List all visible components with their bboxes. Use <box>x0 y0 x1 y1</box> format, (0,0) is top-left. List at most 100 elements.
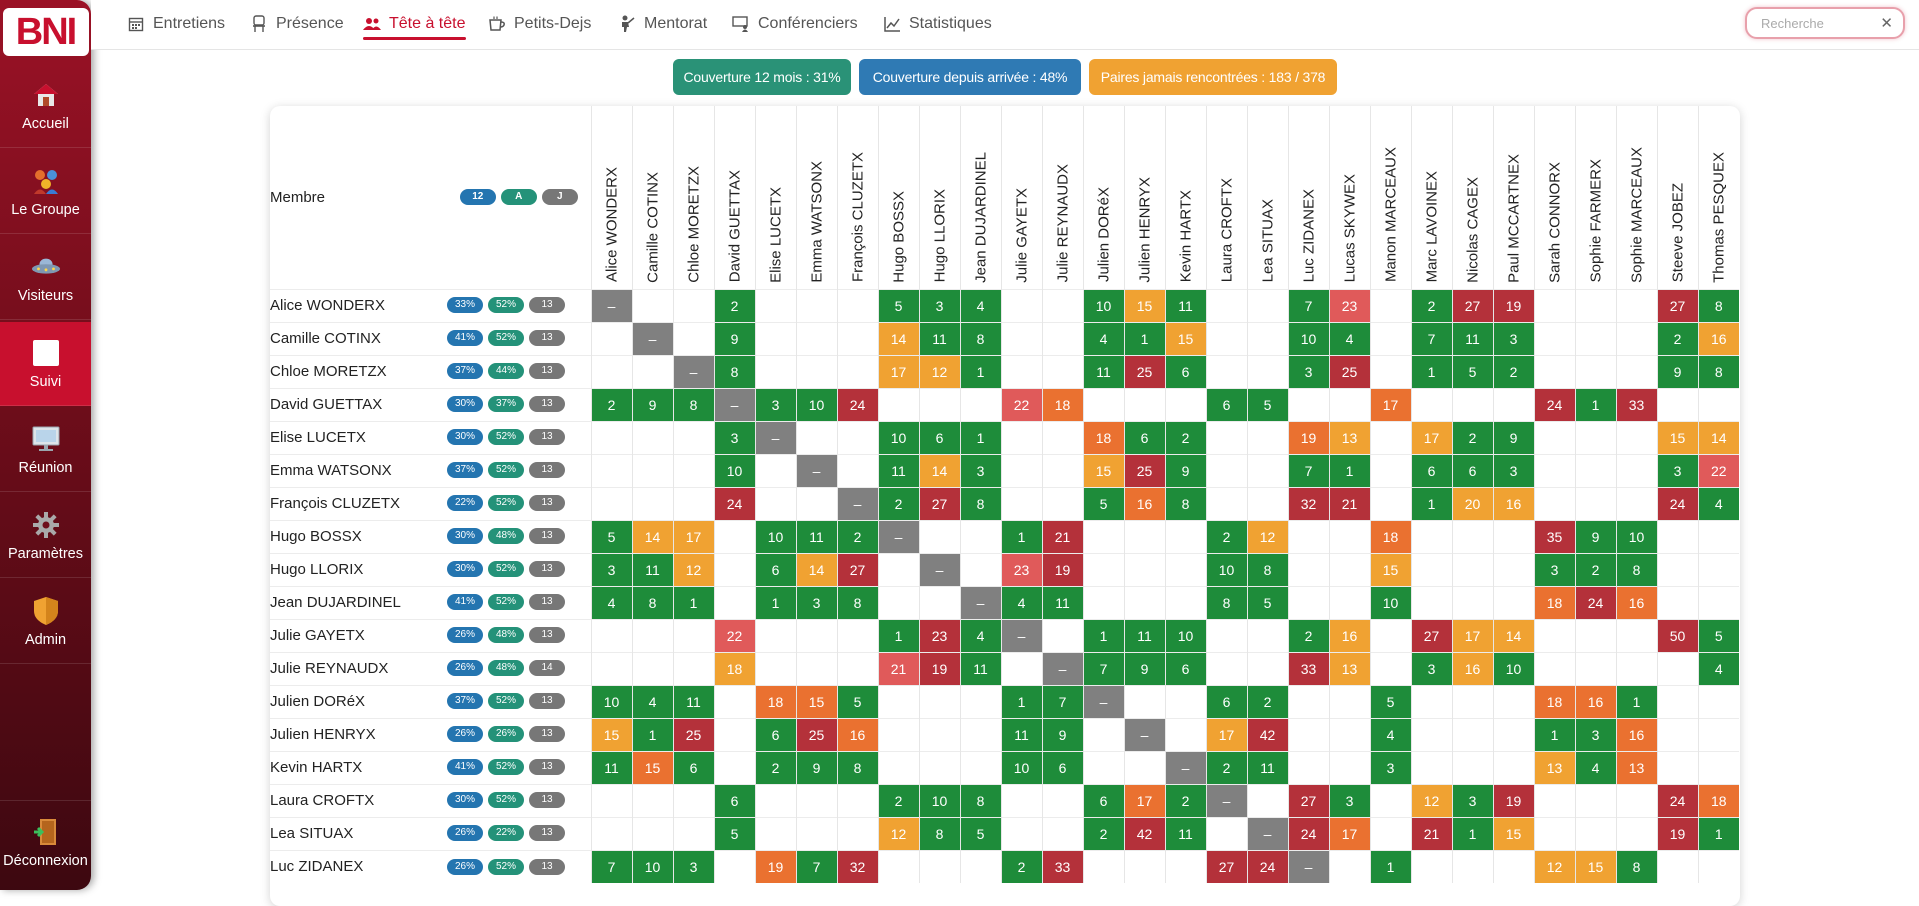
matrix-cell[interactable]: 8 <box>1205 585 1247 619</box>
matrix-cell[interactable]: 3 <box>590 552 632 586</box>
matrix-cell[interactable]: – <box>1287 849 1329 883</box>
matrix-cell[interactable]: 27 <box>1287 783 1329 817</box>
matrix-cell[interactable]: – <box>1164 750 1206 784</box>
matrix-cell[interactable]: 16 <box>1697 321 1739 355</box>
matrix-cell[interactable]: – <box>631 321 673 355</box>
matrix-cell[interactable]: 1 <box>877 618 919 652</box>
matrix-cell[interactable]: 1 <box>1328 453 1370 487</box>
matrix-cell[interactable]: 3 <box>1328 783 1370 817</box>
sidebar-item-parametres[interactable]: Paramètres <box>0 494 91 578</box>
matrix-cell[interactable]: 9 <box>631 387 673 421</box>
matrix-cell[interactable]: 3 <box>918 288 960 322</box>
matrix-cell[interactable]: 19 <box>918 651 960 685</box>
matrix-cell[interactable]: 2 <box>1082 816 1124 850</box>
matrix-cell[interactable]: 13 <box>1533 750 1575 784</box>
matrix-cell[interactable]: 9 <box>1574 519 1616 553</box>
matrix-cell[interactable]: – <box>959 585 1001 619</box>
matrix-cell[interactable]: 3 <box>1369 750 1411 784</box>
matrix-cell[interactable]: 11 <box>918 321 960 355</box>
matrix-cell[interactable]: 3 <box>1574 717 1616 751</box>
matrix-cell[interactable]: 8 <box>631 585 673 619</box>
tab-mentorat[interactable]: Mentorat <box>618 0 707 48</box>
matrix-cell[interactable]: 4 <box>590 585 632 619</box>
matrix-cell[interactable]: 27 <box>1205 849 1247 883</box>
matrix-cell[interactable]: 11 <box>1451 321 1493 355</box>
matrix-cell[interactable]: 22 <box>1000 387 1042 421</box>
matrix-cell[interactable]: 21 <box>1410 816 1452 850</box>
matrix-cell[interactable]: 5 <box>836 684 878 718</box>
matrix-cell[interactable]: 10 <box>795 387 837 421</box>
matrix-cell[interactable]: 27 <box>1656 288 1698 322</box>
matrix-cell[interactable]: 10 <box>1164 618 1206 652</box>
matrix-cell[interactable]: 1 <box>1451 816 1493 850</box>
matrix-cell[interactable]: 3 <box>672 849 714 883</box>
matrix-cell[interactable]: 6 <box>1164 354 1206 388</box>
matrix-cell[interactable]: 8 <box>959 486 1001 520</box>
matrix-cell[interactable]: 11 <box>877 453 919 487</box>
matrix-cell[interactable]: 16 <box>1123 486 1165 520</box>
matrix-cell[interactable]: 19 <box>1492 783 1534 817</box>
matrix-cell[interactable]: 13 <box>1328 651 1370 685</box>
matrix-cell[interactable]: 8 <box>918 816 960 850</box>
matrix-cell[interactable]: 6 <box>672 750 714 784</box>
matrix-cell[interactable]: – <box>1123 717 1165 751</box>
matrix-cell[interactable]: 18 <box>713 651 755 685</box>
matrix-cell[interactable]: 24 <box>1656 783 1698 817</box>
matrix-cell[interactable]: 10 <box>1369 585 1411 619</box>
matrix-cell[interactable]: 18 <box>754 684 796 718</box>
matrix-cell[interactable]: 13 <box>1328 420 1370 454</box>
matrix-cell[interactable]: 22 <box>1697 453 1739 487</box>
matrix-cell[interactable]: 5 <box>1451 354 1493 388</box>
matrix-cell[interactable]: 27 <box>1451 288 1493 322</box>
matrix-cell[interactable]: – <box>754 420 796 454</box>
matrix-cell[interactable]: 1 <box>1533 717 1575 751</box>
matrix-cell[interactable]: 25 <box>1123 354 1165 388</box>
matrix-cell[interactable]: 7 <box>1410 321 1452 355</box>
matrix-cell[interactable]: 18 <box>1533 585 1575 619</box>
matrix-cell[interactable]: 5 <box>1246 387 1288 421</box>
matrix-cell[interactable]: 1 <box>1000 519 1042 553</box>
matrix-cell[interactable]: 3 <box>1451 783 1493 817</box>
matrix-cell[interactable]: 11 <box>1246 750 1288 784</box>
matrix-cell[interactable]: 7 <box>1041 684 1083 718</box>
matrix-cell[interactable]: 18 <box>1369 519 1411 553</box>
matrix-cell[interactable]: 18 <box>1041 387 1083 421</box>
matrix-cell[interactable]: 6 <box>1205 684 1247 718</box>
matrix-cell[interactable]: 12 <box>672 552 714 586</box>
matrix-cell[interactable]: 25 <box>1328 354 1370 388</box>
tab-conferenciers[interactable]: Conférenciers <box>732 0 858 48</box>
matrix-cell[interactable]: 42 <box>1246 717 1288 751</box>
matrix-cell[interactable]: 16 <box>836 717 878 751</box>
matrix-cell[interactable]: 3 <box>1287 354 1329 388</box>
tab-presence[interactable]: Présence <box>250 0 344 48</box>
matrix-cell[interactable]: 3 <box>1656 453 1698 487</box>
matrix-cell[interactable]: 33 <box>1287 651 1329 685</box>
matrix-cell[interactable]: 3 <box>1533 552 1575 586</box>
matrix-cell[interactable]: 33 <box>1615 387 1657 421</box>
matrix-cell[interactable]: 10 <box>631 849 673 883</box>
tab-entretiens[interactable]: Entretiens <box>127 0 225 48</box>
matrix-cell[interactable]: 2 <box>1205 750 1247 784</box>
matrix-cell[interactable]: 8 <box>1246 552 1288 586</box>
matrix-cell[interactable]: 15 <box>795 684 837 718</box>
matrix-cell[interactable]: 10 <box>1615 519 1657 553</box>
matrix-cell[interactable]: 27 <box>918 486 960 520</box>
matrix-cell[interactable]: 15 <box>1369 552 1411 586</box>
matrix-cell[interactable]: 15 <box>1574 849 1616 883</box>
matrix-cell[interactable]: 21 <box>877 651 919 685</box>
matrix-cell[interactable]: 2 <box>1205 519 1247 553</box>
matrix-cell[interactable]: 6 <box>1082 783 1124 817</box>
matrix-cell[interactable]: 11 <box>672 684 714 718</box>
matrix-cell[interactable]: 14 <box>1697 420 1739 454</box>
sidebar-item-suivi[interactable]: Suivi <box>0 322 91 406</box>
matrix-cell[interactable]: 6 <box>1205 387 1247 421</box>
matrix-cell[interactable]: 1 <box>959 420 1001 454</box>
matrix-cell[interactable]: – <box>1082 684 1124 718</box>
matrix-cell[interactable]: 4 <box>959 618 1001 652</box>
matrix-cell[interactable]: 2 <box>1656 321 1698 355</box>
tab-petits-dejs[interactable]: Petits-Dejs <box>488 0 591 48</box>
matrix-cell[interactable]: 5 <box>1369 684 1411 718</box>
matrix-cell[interactable]: 27 <box>836 552 878 586</box>
matrix-cell[interactable]: 9 <box>713 321 755 355</box>
matrix-cell[interactable]: 16 <box>1574 684 1616 718</box>
